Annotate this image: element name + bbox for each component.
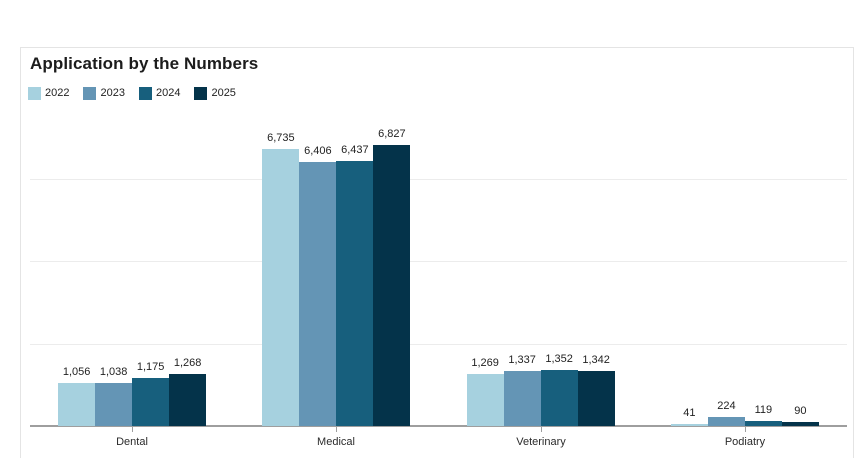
value-label-medical-2023: 6,406: [304, 145, 332, 158]
bar-medical-2025[interactable]: [373, 145, 411, 426]
category-label-medical: Medical: [317, 436, 355, 448]
axis-tick-medical: [336, 427, 337, 432]
category-label-veterinary: Veterinary: [516, 436, 566, 448]
x-axis-line: [30, 425, 847, 427]
chart-legend: 2022 2023 2024 2025: [28, 87, 250, 100]
gridline-6000: [30, 179, 847, 181]
value-label-veterinary-2023: 1,337: [508, 354, 536, 366]
value-label-podiatry-2023: 224: [717, 399, 736, 412]
legend-item-2025[interactable]: 2025: [194, 87, 236, 100]
bar-veterinary-2022[interactable]: [466, 373, 504, 426]
value-label-dental-2024: 1,175: [136, 360, 165, 373]
bar-podiatry-2023[interactable]: [707, 416, 745, 426]
value-label-podiatry-2024: 119: [754, 404, 773, 417]
gridline-2000: [30, 343, 847, 345]
legend-swatch-2023: [83, 87, 97, 100]
value-label-medical-2022: 6,735: [267, 131, 295, 144]
bar-dental-2024[interactable]: [132, 377, 170, 426]
category-label-dental: Dental: [116, 436, 148, 448]
bar-veterinary-2025[interactable]: [577, 370, 615, 426]
bar-veterinary-2023[interactable]: [503, 371, 541, 426]
value-label-podiatry-2025: 90: [794, 405, 807, 418]
bar-medical-2022[interactable]: [262, 148, 300, 426]
legend-item-2024[interactable]: 2024: [138, 87, 181, 100]
bar-dental-2025[interactable]: [169, 373, 207, 426]
legend-swatch-2025: [194, 87, 208, 100]
bar-veterinary-2024[interactable]: [540, 370, 578, 426]
bar-podiatry-2024[interactable]: [744, 421, 782, 426]
bar-dental-2022[interactable]: [58, 382, 96, 426]
value-label-podiatry-2022: 41: [683, 407, 696, 420]
axis-tick-dental: [132, 427, 133, 432]
axis-tick-veterinary: [541, 427, 542, 432]
axis-tick-podiatry: [745, 427, 746, 432]
legend-label: 2022: [45, 87, 70, 99]
bar-podiatry-2022[interactable]: [670, 424, 708, 426]
legend-swatch-2024: [138, 87, 152, 100]
value-label-medical-2024: 6,437: [341, 144, 369, 157]
value-label-veterinary-2022: 1,269: [471, 356, 499, 369]
bar-medical-2023[interactable]: [299, 162, 337, 426]
value-label-dental-2023: 1,038: [99, 366, 128, 379]
legend-label: 2024: [155, 87, 181, 99]
value-label-medical-2025: 6,827: [378, 128, 406, 141]
value-label-dental-2022: 1,056: [62, 365, 91, 378]
legend-label: 2023: [100, 87, 125, 99]
bar-podiatry-2025[interactable]: [781, 422, 819, 426]
chart-title: Application by the Numbers: [30, 54, 259, 73]
value-label-veterinary-2025: 1,342: [582, 353, 610, 366]
bar-medical-2024[interactable]: [336, 161, 374, 426]
legend-label: 2025: [211, 87, 236, 99]
category-label-podiatry: Podiatry: [724, 436, 766, 448]
legend-item-2022[interactable]: 2022: [28, 87, 69, 100]
legend-swatch-2022: [28, 87, 41, 100]
value-label-veterinary-2024: 1,352: [545, 353, 573, 366]
bar-dental-2023[interactable]: [95, 383, 133, 426]
value-label-dental-2025: 1,268: [173, 356, 202, 369]
legend-item-2023[interactable]: 2023: [83, 87, 125, 100]
gridline-4000: [30, 261, 847, 263]
